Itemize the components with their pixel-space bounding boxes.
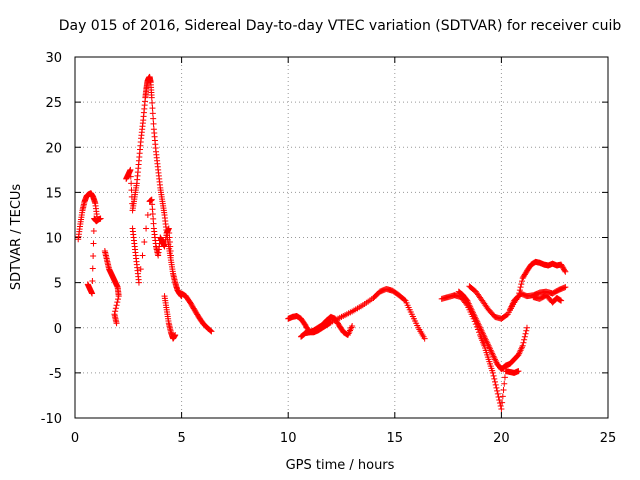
data-point xyxy=(521,333,528,340)
data-point xyxy=(115,293,122,300)
data-point xyxy=(562,268,569,275)
data-point xyxy=(489,369,496,376)
data-point xyxy=(493,384,500,391)
data-point xyxy=(492,381,499,388)
plot-frame xyxy=(74,56,609,419)
data-point xyxy=(127,173,134,180)
data-point xyxy=(90,228,97,235)
data-point xyxy=(97,215,104,222)
data-point xyxy=(90,240,97,247)
x-tick-label: 0 xyxy=(71,431,79,446)
data-point xyxy=(501,380,508,387)
data-point xyxy=(208,328,215,335)
data-point xyxy=(515,293,522,300)
data-point xyxy=(114,296,121,303)
x-tick-label: 10 xyxy=(280,431,297,446)
data-point xyxy=(90,253,97,260)
data-point xyxy=(113,320,120,327)
data-point xyxy=(150,115,157,122)
data-point xyxy=(500,387,507,394)
data-point xyxy=(141,239,148,246)
data-point xyxy=(516,290,523,297)
data-point xyxy=(515,368,522,375)
data-point xyxy=(561,267,568,274)
y-tick-label: 15 xyxy=(45,186,62,201)
data-point xyxy=(495,393,502,400)
y-tick-label: 10 xyxy=(45,232,62,247)
data-point xyxy=(167,252,174,259)
data-point xyxy=(89,290,96,297)
data-point xyxy=(148,94,155,101)
data-point xyxy=(127,166,134,173)
data-point xyxy=(421,335,428,342)
data-point xyxy=(499,393,506,400)
data-point xyxy=(114,299,121,306)
x-tick-label: 25 xyxy=(600,431,617,446)
data-point xyxy=(139,252,146,259)
data-point xyxy=(207,327,214,334)
data-point xyxy=(137,266,144,273)
data-point xyxy=(496,396,503,403)
x-tick-label: 20 xyxy=(493,431,510,446)
y-tick-label: -10 xyxy=(41,412,62,427)
data-point xyxy=(521,336,528,343)
data-point xyxy=(143,225,150,232)
data-point xyxy=(497,402,504,409)
x-tick-label: 15 xyxy=(387,431,404,446)
data-point xyxy=(144,211,151,218)
data-point xyxy=(523,327,530,334)
y-tick-label: 25 xyxy=(45,96,62,111)
data-point xyxy=(112,305,119,312)
data-point xyxy=(498,405,505,412)
data-point xyxy=(522,330,529,337)
data-point xyxy=(490,372,497,379)
data-point xyxy=(499,399,506,406)
data-point xyxy=(150,120,157,127)
data-point xyxy=(149,110,156,117)
y-axis-label: SDTVAR / TECUs xyxy=(9,184,24,291)
tick-labels: 0 5 10 15 20 25 -10 -5 0 5 10 15 20 25 30 xyxy=(41,51,617,446)
data-point xyxy=(89,277,96,284)
data-point xyxy=(172,331,179,338)
data-point xyxy=(401,296,408,303)
data-point xyxy=(519,342,526,349)
data-point xyxy=(149,105,156,112)
data-point xyxy=(494,387,501,394)
y-tick-label: 0 xyxy=(54,322,62,337)
data-point xyxy=(349,322,356,329)
data-point xyxy=(492,378,499,385)
data-points xyxy=(75,73,569,412)
data-point xyxy=(517,284,524,291)
data-point xyxy=(501,374,508,381)
y-tick-label: 30 xyxy=(45,51,62,66)
y-tick-label: -5 xyxy=(49,367,62,382)
chart-title: Day 015 of 2016, Sidereal Day-to-day VTE… xyxy=(59,18,622,34)
y-tick-label: 5 xyxy=(54,277,62,292)
data-point xyxy=(558,297,565,304)
data-point xyxy=(207,327,214,334)
x-tick-label: 5 xyxy=(177,431,185,446)
data-point xyxy=(113,302,120,309)
data-point xyxy=(128,180,135,187)
data-point xyxy=(149,99,156,106)
data-point xyxy=(135,279,142,286)
data-point xyxy=(494,390,501,397)
data-point xyxy=(516,287,523,294)
data-point xyxy=(518,281,525,288)
data-point xyxy=(514,293,521,300)
x-axis-label: GPS time / hours xyxy=(286,458,395,473)
data-point xyxy=(89,265,96,272)
data-point xyxy=(562,284,569,291)
data-point xyxy=(523,324,530,331)
data-point xyxy=(519,278,526,285)
data-point xyxy=(520,339,527,346)
y-tick-label: 20 xyxy=(45,141,62,156)
data-point xyxy=(491,375,498,382)
